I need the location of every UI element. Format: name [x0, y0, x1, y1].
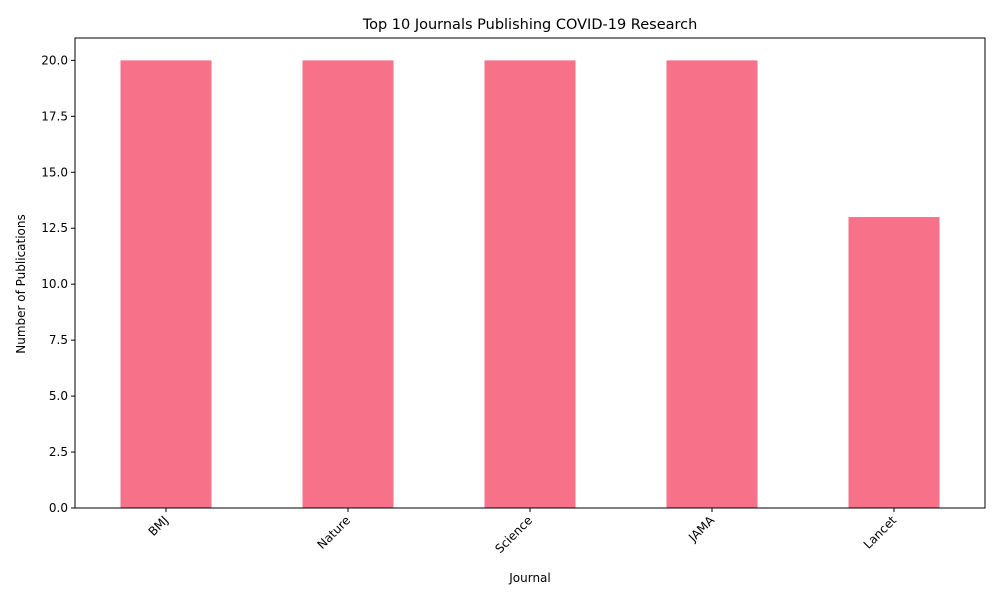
- y-tick-label: 2.5: [49, 445, 68, 459]
- y-tick-label: 20.0: [41, 53, 68, 67]
- y-tick-label: 12.5: [41, 221, 68, 235]
- y-axis-label: Number of Publications: [14, 214, 28, 354]
- y-tick-label: 15.0: [41, 165, 68, 179]
- y-tick-label: 17.5: [41, 109, 68, 123]
- x-tick-label-science: Science: [492, 513, 535, 556]
- y-tick-label: 10.0: [41, 277, 68, 291]
- bar-science: [484, 60, 576, 508]
- x-tick-label-nature: Nature: [314, 513, 353, 552]
- x-tick-label-jama: JAMA: [685, 513, 717, 545]
- plot-area: 0.0 2.5 5.0 7.5 10.0 12.5 15.0 17.5 20.0 BMJ Natur…: [41, 37, 986, 556]
- x-tick-label-lancet: Lancet: [861, 513, 900, 552]
- x-tick-label-bmj: BMJ: [146, 513, 172, 539]
- bar-jama: [666, 60, 758, 508]
- y-tick-label: 7.5: [49, 333, 68, 347]
- x-axis-label: Journal: [508, 571, 551, 585]
- chart-title: Top 10 Journals Publishing COVID-19 Rese…: [362, 17, 698, 33]
- bar-lancet: [848, 217, 940, 509]
- y-tick-label: 5.0: [49, 389, 68, 403]
- bar-nature: [302, 60, 394, 508]
- bar-bmj: [120, 60, 212, 508]
- y-tick-label: 0.0: [49, 501, 68, 515]
